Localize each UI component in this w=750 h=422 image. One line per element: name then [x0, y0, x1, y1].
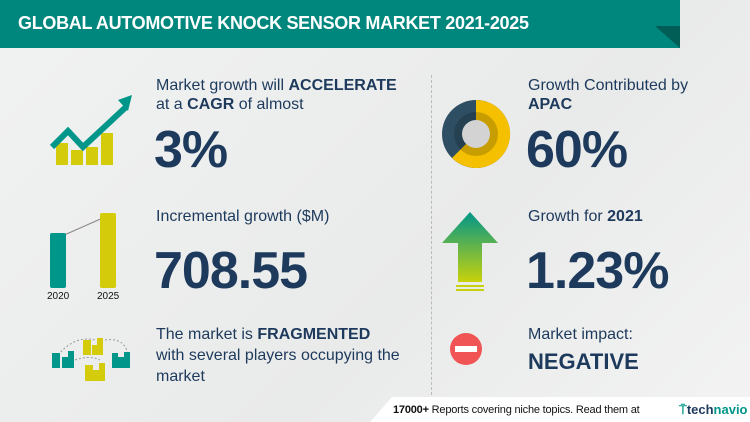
report-count: 17000+: [393, 404, 429, 416]
cagr-text-line2: at a CAGR of almost: [156, 96, 304, 114]
divider: [431, 75, 432, 395]
technavio-logo[interactable]: ⍑technavio: [679, 402, 748, 417]
logo-part-b: navio: [713, 402, 748, 417]
cagr-value: 3%: [154, 121, 228, 179]
cagr-suffix: of almost: [234, 96, 304, 113]
footer-text: 17000+ Reports covering niche topics. Re…: [393, 404, 673, 417]
region-value: 60%: [526, 121, 628, 179]
up-arrow-icon: [442, 212, 498, 291]
incremental-value: 708.55: [154, 242, 308, 300]
footer-band: [370, 397, 750, 422]
yoy-value: 1.23%: [526, 242, 669, 300]
market-line3: market: [156, 368, 205, 385]
bar-label-2020: 2020: [47, 291, 70, 302]
yoy-prefix: Growth for: [528, 208, 608, 225]
negative-impact-icon: [450, 333, 482, 365]
cagr-prefix: Market growth will: [156, 77, 289, 94]
donut-chart-icon: [442, 99, 511, 168]
yoy-label: Growth for 2021: [528, 208, 643, 226]
cagr-label: CAGR: [187, 96, 235, 113]
market-line1: The market is FRAGMENTED: [156, 326, 370, 344]
banner-fold: [655, 26, 680, 70]
logo-mark-icon: ⍑: [679, 402, 687, 417]
market-emph: FRAGMENTED: [257, 326, 371, 343]
impact-value: NEGATIVE: [528, 349, 639, 374]
region-name: APAC: [528, 96, 573, 113]
impact-label: Market impact:: [528, 326, 633, 343]
cagr-prefix2: at a: [156, 96, 188, 113]
cagr-text-line1: Market growth will ACCELERATE: [156, 77, 397, 95]
buildings-network-icon: [52, 338, 130, 381]
page-title: GLOBAL AUTOMOTIVE KNOCK SENSOR MARKET 20…: [18, 13, 529, 33]
bar-label-2025: 2025: [97, 291, 120, 302]
growth-chart-icon: [49, 95, 132, 165]
footer-caption: Reports covering niche topics. Read them…: [431, 404, 640, 416]
title-banner: [0, 0, 680, 48]
bar-growth-icon: [50, 213, 116, 288]
market-prefix: The market is: [156, 326, 258, 343]
logo-part-a: tech: [686, 402, 714, 417]
market-line2: with several players occupying the: [156, 347, 400, 364]
cagr-emph: ACCELERATE: [288, 77, 397, 94]
region-line1: Growth Contributed by: [528, 77, 689, 94]
yoy-year: 2021: [607, 208, 643, 225]
incremental-label: Incremental growth ($M): [156, 208, 330, 225]
